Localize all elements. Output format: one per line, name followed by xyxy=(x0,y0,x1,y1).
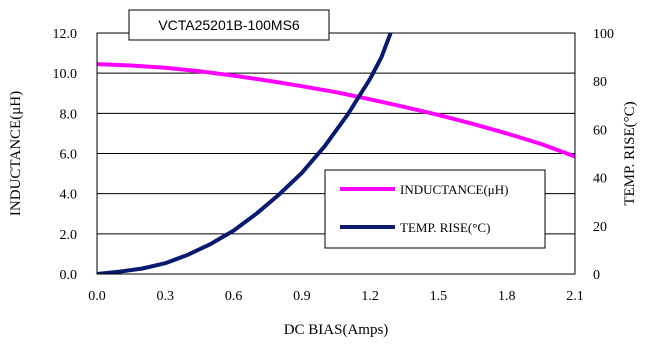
chart-title: VCTA25201B-100MS6 xyxy=(158,17,300,33)
y-right-tick-label: 60 xyxy=(593,123,607,138)
y-right-tick-label: 40 xyxy=(593,172,607,187)
chart-title-box: VCTA25201B-100MS6 xyxy=(128,9,330,41)
x-tick-label: 1.5 xyxy=(430,289,448,304)
series-line-temp-rise xyxy=(97,33,393,274)
y-axis-right-label: TEMP. RISE(°C) xyxy=(622,101,638,205)
y-right-tick-label: 100 xyxy=(593,27,614,42)
x-tick-label: 0.3 xyxy=(157,289,175,304)
y-right-tick-labels: 0 20 40 60 80 100 xyxy=(593,27,614,283)
y-left-tick-label: 6.0 xyxy=(60,148,78,163)
x-tick-label: 0.9 xyxy=(293,289,311,304)
y-right-tick-label: 20 xyxy=(593,220,607,235)
x-tick-label: 0.6 xyxy=(225,289,243,304)
x-tick-label: 1.8 xyxy=(498,289,516,304)
y-left-tick-label: 2.0 xyxy=(60,228,78,243)
y-left-tick-label: 4.0 xyxy=(60,188,78,203)
legend-frame xyxy=(324,169,546,249)
y-left-tick-labels: 0.0 2.0 4.0 6.0 8.0 10.0 12.0 xyxy=(53,27,78,283)
x-tick-label: 1.2 xyxy=(361,289,379,304)
series-line-inductance xyxy=(97,62,575,159)
y-axis-left-label: INDUCTANCE(μH) xyxy=(8,91,24,216)
y-left-tick-label: 0.0 xyxy=(60,268,78,283)
legend: INDUCTANCE(μH) TEMP. RISE(°C) xyxy=(324,169,546,249)
y-left-tick-label: 10.0 xyxy=(53,67,78,82)
x-tick-label: 2.1 xyxy=(566,289,584,304)
x-axis-label: DC BIAS(Amps) xyxy=(284,322,389,338)
series-lines xyxy=(97,33,575,274)
y-right-tick-label: 0 xyxy=(593,268,600,283)
y-left-tick-label: 8.0 xyxy=(60,107,78,122)
x-tick-label: 0.0 xyxy=(88,289,106,304)
legend-label-inductance: INDUCTANCE(μH) xyxy=(400,182,508,197)
x-tick-labels: 0.0 0.3 0.6 0.9 1.2 1.5 1.8 2.1 xyxy=(88,289,584,304)
chart-title-frame xyxy=(128,9,330,41)
y-right-tick-label: 80 xyxy=(593,75,607,90)
legend-label-temp-rise: TEMP. RISE(°C) xyxy=(400,220,490,235)
plot-frame xyxy=(96,32,576,275)
y-left-tick-label: 12.0 xyxy=(53,27,78,42)
